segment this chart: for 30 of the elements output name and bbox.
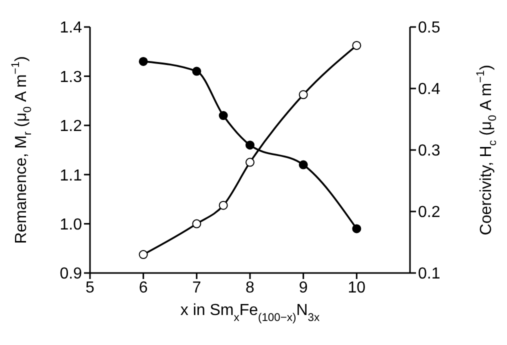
point: [352, 224, 362, 234]
point: [138, 250, 148, 260]
y-tick-label: 1.3: [60, 68, 82, 86]
point: [246, 140, 254, 150]
x-tick-label: 6: [138, 279, 148, 296]
x-axis-title: x in Sm$_{x}$Fe$_{(100−x)}$N$_{3x}$: [180, 302, 320, 324]
y2-tick-label: 0.1: [418, 266, 440, 283]
y-tick-label: 1.2: [60, 118, 82, 136]
y-tick-label: 1.0: [60, 216, 82, 234]
x-tick-label: 7: [192, 279, 202, 296]
x-tick-label: 8: [246, 279, 255, 296]
x-tick-label: 10: [348, 279, 366, 296]
y2-tick-label: 0.4: [418, 81, 440, 98]
point: [218, 200, 228, 210]
point: [246, 158, 254, 167]
point: [298, 160, 308, 170]
point: [218, 111, 228, 120]
point: [352, 40, 362, 50]
y-tick-label: 1.1: [60, 167, 82, 184]
y2-tick-label: 0.2: [418, 204, 440, 222]
x-tick-label: 9: [298, 279, 308, 296]
y2-tick-label: 0.3: [418, 142, 440, 160]
point: [192, 66, 202, 76]
y2-tick-label: 0.5: [418, 20, 440, 37]
point: [192, 219, 202, 228]
y-tick-label: 1.4: [60, 20, 82, 37]
point: [298, 90, 308, 100]
x-tick-label: 5: [86, 279, 95, 296]
y-tick-label: 0.9: [60, 266, 82, 283]
point: [138, 56, 148, 66]
